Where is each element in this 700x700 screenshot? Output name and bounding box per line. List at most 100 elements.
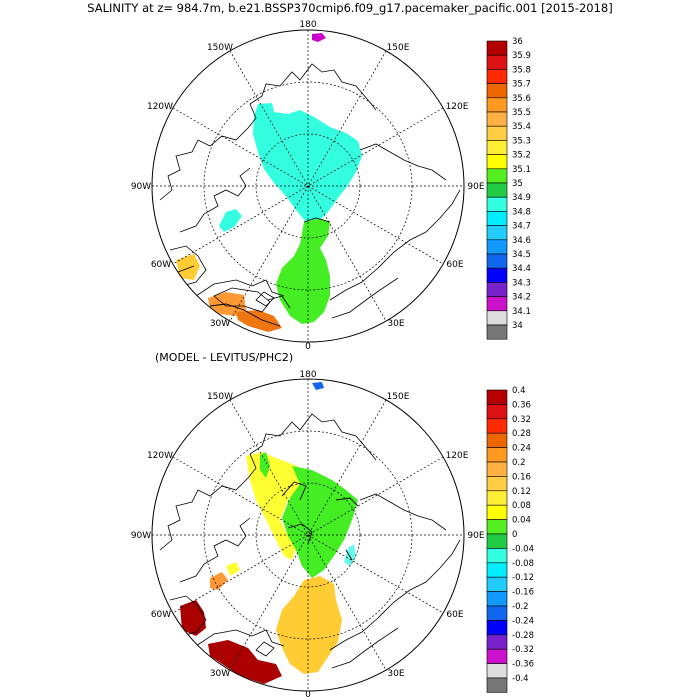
- colorbar-salinity-label-9: 35.1: [512, 165, 531, 175]
- diff-field-yellow: [246, 452, 306, 560]
- contour-lines-2: [281, 481, 359, 561]
- colorbar-salinity-label-4: 35.6: [512, 94, 531, 104]
- colorbar-salinity-label-16: 34.4: [512, 264, 531, 274]
- diff-field-darkred-2: [208, 640, 282, 684]
- colorbar-difference-swatch-11: [486, 548, 508, 564]
- colorbar-salinity-swatch-15: [486, 253, 508, 269]
- colorbar-difference-swatch-15: [486, 605, 508, 621]
- lon2-label-30w: 30W: [210, 669, 230, 679]
- figure-title: SALINITY at z= 984.7m, b.e21.BSSP370cmip…: [87, 1, 613, 15]
- colorbar-difference-swatch-14: [486, 591, 508, 607]
- colorbar-salinity-swatch-17: [486, 282, 508, 297]
- lon-label-60w: 60W: [151, 260, 171, 270]
- salinity-field-yellow: [176, 254, 200, 280]
- colorbar-salinity: 36 35.9 35.8 35.7 35.6 35.5 35.4 35.3 35.2 35.1 35…: [486, 37, 531, 340]
- colorbar-difference-label-4: 0.24: [512, 444, 531, 454]
- colorbar-difference-label-0: 0.4: [512, 386, 526, 396]
- colorbar-salinity-swatch-18: [486, 296, 508, 312]
- lon2-label-30e: 30E: [387, 669, 404, 679]
- lon-label-90w: 90W: [131, 182, 151, 192]
- colorbar-salinity-swatch-2: [486, 69, 508, 84]
- contour-lines: [177, 217, 331, 327]
- colorbar-difference-label-2: 0.32: [512, 415, 531, 425]
- colorbar-salinity-swatch-9: [486, 168, 508, 184]
- colorbar-difference-swatch-3: [486, 432, 508, 448]
- colorbar-salinity-label-20: 34: [512, 321, 523, 331]
- colorbar-salinity-label-10: 35: [512, 179, 523, 189]
- lon-label-150e: 150E: [387, 43, 410, 53]
- diff-field-lightcyan: [344, 544, 356, 566]
- panel2-title: (MODEL - LEVITUS/PHC2): [155, 351, 293, 364]
- colorbar-salinity-label-2: 35.8: [512, 65, 531, 75]
- colorbar-salinity-swatch-8: [486, 154, 508, 170]
- colorbar-salinity-swatch-11: [486, 196, 508, 212]
- colorbar-difference-label-1: 0.36: [512, 400, 531, 410]
- colorbar-difference-label-8: 0.08: [512, 501, 531, 511]
- colorbar-difference: 0.4 0.36 0.32 0.28 0.24 0.2 0.16 0.12 0.08 0.04 0 -…: [486, 386, 534, 693]
- colorbar-difference-label-3: 0.28: [512, 429, 531, 439]
- lon-label-90e: 90E: [467, 182, 484, 192]
- colorbar-difference-swatch-9: [486, 519, 508, 535]
- colorbar-salinity-swatch-7: [486, 140, 508, 155]
- colorbar-salinity-swatch-14: [486, 239, 508, 255]
- longitude-labels: 180 150W 150E 120W 120E 90W 90E 60W 60E …: [131, 20, 485, 352]
- colorbar-difference-swatch-8: [486, 504, 508, 520]
- colorbar-difference-swatch-20: [486, 677, 508, 693]
- lon2-label-120e: 120E: [446, 451, 469, 461]
- lon2-label-180: 180: [299, 370, 316, 380]
- colorbar-difference-swatch-5: [486, 461, 508, 477]
- colorbar-difference-swatch-1: [486, 404, 508, 420]
- diff-field-blue: [312, 382, 324, 390]
- colorbar-difference-label-14: -0.16: [512, 588, 534, 598]
- lon-label-30w: 30W: [210, 319, 230, 329]
- colorbar-salinity-label-3: 35.7: [512, 80, 531, 90]
- colorbar-salinity-label-14: 34.6: [512, 236, 531, 246]
- lon2-label-90w: 90W: [131, 531, 151, 541]
- lon-label-180: 180: [299, 20, 316, 30]
- lon-label-120e: 120E: [446, 102, 469, 112]
- colorbar-difference-label-17: -0.28: [512, 631, 534, 641]
- lon2-label-0: 0: [305, 690, 311, 700]
- lon2-label-150w: 150W: [207, 392, 233, 402]
- salinity-field-orange-2: [236, 310, 282, 332]
- map-boundary-2: [151, 378, 465, 692]
- colorbar-difference-label-10: 0: [512, 530, 517, 540]
- salinity-field-cyan-patch: [219, 209, 242, 232]
- colorbar-difference-label-16: -0.24: [512, 616, 534, 626]
- colorbar-salinity-label-6: 35.4: [512, 122, 531, 132]
- colorbar-difference-label-19: -0.36: [512, 660, 534, 670]
- colorbar-difference-swatch-0: [486, 389, 508, 405]
- colorbar-salinity-swatch-10: [486, 182, 508, 198]
- colorbar-salinity-swatch-5: [486, 111, 508, 127]
- coastlines: [159, 63, 461, 319]
- colorbar-salinity-label-15: 34.5: [512, 250, 531, 260]
- colorbar-salinity-swatch-6: [486, 125, 508, 141]
- colorbar-difference-swatch-17: [486, 634, 508, 650]
- colorbar-difference-swatch-13: [486, 576, 508, 592]
- colorbar-difference-swatch-4: [486, 447, 508, 463]
- colorbar-salinity-swatch-12: [486, 211, 508, 226]
- colorbar-difference-label-9: 0.04: [512, 516, 531, 526]
- colorbar-difference-label-6: 0.16: [512, 472, 531, 482]
- colorbar-salinity-label-17: 34.3: [512, 278, 531, 288]
- diff-field-orange: [210, 572, 228, 590]
- lon2-label-60w: 60W: [151, 610, 171, 620]
- colorbar-salinity-swatch-19: [486, 310, 508, 326]
- colorbar-difference-label-20: -0.4: [512, 674, 529, 684]
- colorbar-salinity-swatch-20: [486, 324, 508, 340]
- colorbar-difference-label-7: 0.12: [512, 487, 531, 497]
- colorbar-salinity-swatch-1: [486, 54, 508, 70]
- colorbar-salinity-swatch-13: [486, 225, 508, 241]
- lon2-label-90e: 90E: [467, 531, 484, 541]
- colorbar-salinity-label-12: 34.8: [512, 207, 531, 217]
- colorbar-difference-label-15: -0.2: [512, 602, 529, 612]
- salinity-field-green: [276, 219, 330, 324]
- colorbar-salinity-label-13: 34.7: [512, 222, 531, 232]
- diff-field-gold: [276, 576, 342, 674]
- colorbar-difference-label-5: 0.2: [512, 458, 526, 468]
- map-panel-difference: 180 150W 150E 120W 120E 90W 90E 60W 60E …: [131, 370, 485, 700]
- graticule: [152, 30, 464, 342]
- colorbar-salinity-label-11: 34.9: [512, 193, 531, 203]
- colorbar-salinity-swatch-3: [486, 83, 508, 99]
